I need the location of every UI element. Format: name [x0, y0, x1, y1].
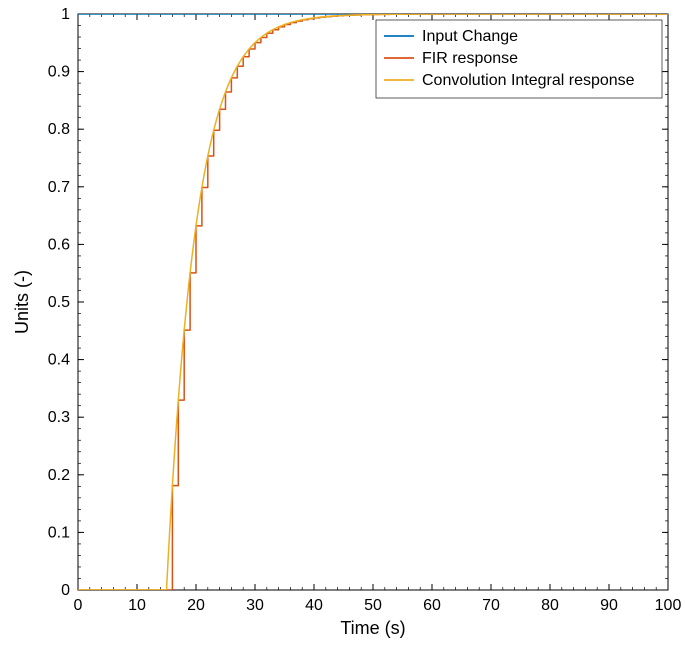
- x-tick-label: 40: [305, 597, 323, 614]
- y-tick-label: 0.7: [48, 179, 70, 196]
- y-tick-label: 0.9: [48, 64, 70, 81]
- legend-label: Input Change: [422, 28, 518, 45]
- y-axis-label: Units (-): [12, 270, 32, 334]
- y-tick-label: 0.3: [48, 409, 70, 426]
- x-tick-label: 90: [600, 597, 618, 614]
- y-tick-label: 0: [61, 582, 70, 599]
- y-tick-label: 0.1: [48, 524, 70, 541]
- x-tick-label: 50: [364, 597, 382, 614]
- y-tick-label: 0.2: [48, 467, 70, 484]
- y-tick-label: 0.5: [48, 294, 70, 311]
- legend-label: FIR response: [422, 50, 518, 67]
- y-tick-label: 0.8: [48, 121, 70, 138]
- y-tick-label: 1: [61, 6, 70, 23]
- x-tick-label: 70: [482, 597, 500, 614]
- x-tick-label: 20: [187, 597, 205, 614]
- x-tick-label: 60: [423, 597, 441, 614]
- x-tick-label: 0: [74, 597, 83, 614]
- y-tick-label: 0.4: [48, 352, 70, 369]
- x-axis-label: Time (s): [340, 618, 405, 638]
- x-tick-label: 30: [246, 597, 264, 614]
- y-tick-label: 0.6: [48, 236, 70, 253]
- legend-label: Convolution Integral response: [422, 72, 635, 89]
- step-response-chart: 0 10 20 30 40 50 60 70 80 90 100 0 0.1 0.2 0.3 0.4 0.5 0.…: [0, 0, 685, 655]
- x-tick-label: 80: [541, 597, 559, 614]
- x-tick-label: 10: [128, 597, 146, 614]
- x-tick-label: 100: [655, 597, 682, 614]
- legend: Input Change FIR response Convolution Inte…: [376, 20, 662, 98]
